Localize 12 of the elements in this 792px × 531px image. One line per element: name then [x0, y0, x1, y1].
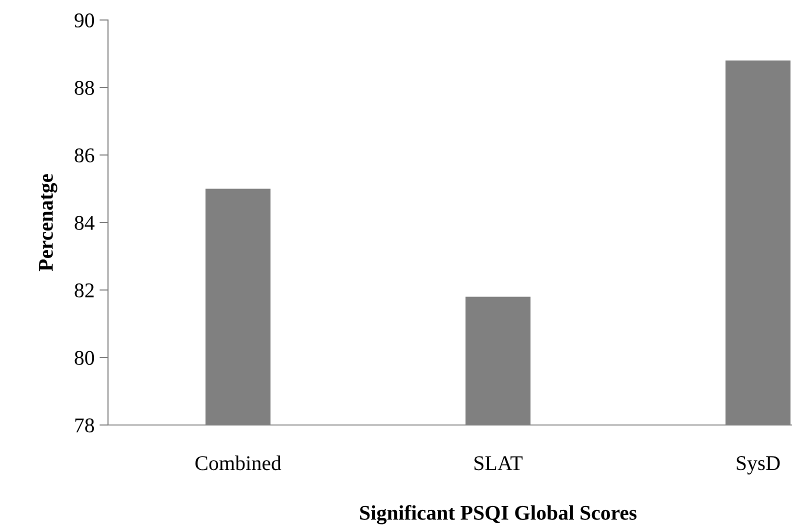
x-tick-label: SLAT: [474, 456, 523, 470]
y-tick-label: 84: [74, 216, 94, 230]
y-tick-label: 82: [74, 283, 94, 298]
y-axis-title: Percenatge: [39, 174, 58, 272]
y-tick-label: 90: [74, 13, 94, 28]
y-tick-label: 88: [74, 80, 94, 95]
x-tick-label: SysD: [736, 456, 780, 474]
y-tick-label: 80: [74, 350, 94, 365]
x-axis-title: Significant PSQI Global Scores: [360, 505, 636, 524]
y-tick-label: 78: [75, 418, 94, 432]
y-tick-label: 86: [74, 148, 94, 162]
x-tick-label: Combined: [195, 456, 282, 470]
